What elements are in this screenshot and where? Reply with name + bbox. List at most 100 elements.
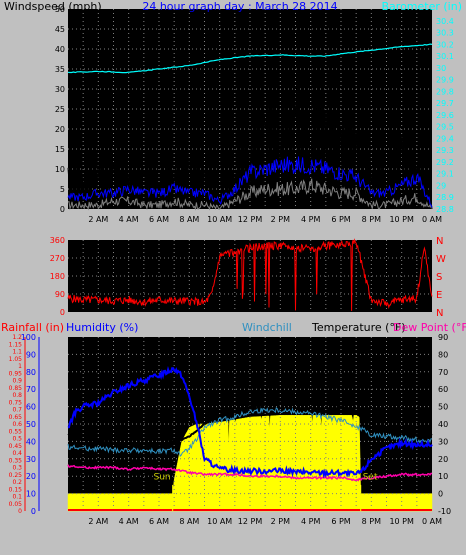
rainfall-tick-label: 0.9	[12, 378, 22, 385]
windspeed-tick-label: 40	[55, 45, 65, 54]
x-tick-label: 10 PM	[389, 215, 414, 224]
direction-compass-tick-label: S	[436, 272, 442, 283]
temperature-tick-label: 40	[438, 420, 448, 429]
x-tick-label: 12 PM	[238, 215, 263, 224]
chart-title: 24 hour graph day : March 28 2014	[142, 0, 337, 13]
windchill-axis-label: Windchill	[242, 321, 292, 334]
temperature-tick-label: 30	[438, 437, 448, 446]
direction-compass-tick-label: E	[436, 290, 442, 301]
rainfall-tick-label: 0.85	[9, 385, 23, 392]
barometer-tick-label: 28.9	[436, 193, 454, 202]
barometer-tick-label: 30.2	[436, 40, 454, 49]
rainfall-axis-label: Rainfall (in)	[1, 321, 64, 334]
x-tick-label: 2 PM	[271, 215, 290, 224]
x-tick-label: 10 AM	[207, 517, 232, 526]
rainfall-tick-label: 1	[18, 363, 22, 370]
humidity-tick-label: 20	[26, 472, 36, 481]
temperature-panel: 00.050.10.150.20.250.30.350.40.450.50.55…	[1, 321, 466, 526]
rainfall-tick-label: 1.15	[9, 341, 23, 348]
temperature-tick-label: -10	[438, 507, 451, 516]
x-tick-label: 6 PM	[331, 215, 350, 224]
x-tick-label: 0 AM	[422, 517, 442, 526]
barometer-tick-label: 28.8	[436, 205, 454, 214]
rainfall-tick-label: 0.3	[12, 465, 22, 472]
temperature-tick-label: 0	[438, 490, 443, 499]
barometer-tick-label: 29.1	[436, 170, 454, 179]
rainfall-tick-label: 0.55	[9, 428, 23, 435]
humidity-tick-label: 10	[26, 490, 36, 499]
barometer-tick-label: 29.4	[436, 134, 454, 143]
direction-degree-tick-labels: 0 90 180 270 360	[50, 236, 65, 317]
barometer-tick-label: 29.2	[436, 158, 454, 167]
windspeed-tick-labels: 0 5 10 15 20 25 30 35 40 45 50	[55, 5, 65, 214]
temperature-gridlines	[68, 337, 432, 511]
x-tick-label: 6 AM	[149, 215, 169, 224]
humidity-tick-label: 50	[26, 420, 36, 429]
rainfall-tick-label: 0.35	[9, 457, 23, 464]
direction-degree-tick-label: 180	[50, 272, 65, 281]
x-tick-label: 4 PM	[301, 517, 320, 526]
rainfall-tick-label: 0.8	[12, 392, 22, 399]
x-tick-label: 4 AM	[119, 517, 139, 526]
direction-compass-tick-label: N	[436, 308, 443, 319]
barometer-tick-label: 30.4	[436, 17, 454, 26]
wind-lull-line	[67, 178, 433, 211]
rainfall-tick-label: 0.5	[12, 436, 22, 443]
x-tick-label: 0 AM	[422, 215, 442, 224]
x-tick-label: 4 AM	[119, 215, 139, 224]
barometer-tick-label: 29.8	[436, 87, 454, 96]
humidity-tick-label: 40	[26, 437, 36, 446]
temperature-tick-label: 10	[438, 472, 448, 481]
temperature-tick-labels: -10 0 10 20 30 40 50 60 70 80 90	[438, 333, 451, 516]
windspeed-axis-label: Windspeed (mph)	[4, 0, 102, 13]
wind-series	[67, 43, 433, 211]
windspeed-tick-label: 15	[55, 145, 65, 154]
temperature-tick-label: 80	[438, 350, 448, 359]
temperature-tick-label: 60	[438, 385, 448, 394]
humidity-tick-label: 90	[26, 350, 36, 359]
temperature-tick-label: 50	[438, 403, 448, 412]
rainfall-tick-label: 1.2	[12, 334, 22, 341]
barometer-tick-label: 29.6	[436, 111, 454, 120]
temperature-tick-label: 20	[438, 455, 448, 464]
windspeed-tick-label: 20	[55, 125, 65, 134]
x-tick-label: 8 PM	[362, 215, 381, 224]
humidity-tick-label: 100	[21, 333, 36, 342]
x-tick-label: 2 AM	[88, 215, 108, 224]
direction-degree-tick-label: 90	[55, 290, 65, 299]
rainfall-tick-label: 0.65	[9, 414, 23, 421]
barometer-tick-label: 30.3	[436, 29, 454, 38]
rainfall-tick-label: 0.15	[9, 486, 23, 493]
direction-series	[67, 238, 433, 311]
humidity-tick-label: 0	[31, 507, 36, 516]
direction-degree-tick-label: 0	[60, 308, 65, 317]
direction-compass-tick-label: N	[436, 236, 443, 247]
dew-point-axis-label: Dew Point (°F)	[393, 321, 466, 334]
x-tick-label: 4 PM	[301, 215, 320, 224]
x-tick-label: 8 AM	[179, 215, 199, 224]
x-tick-label: 6 PM	[331, 517, 350, 526]
humidity-axis-label: Humidity (%)	[66, 321, 138, 334]
temperature-line	[67, 399, 433, 447]
rainfall-tick-label: 0.05	[9, 501, 23, 508]
rainfall-tick-label: 0	[18, 508, 22, 515]
direction-compass-tick-label: W	[436, 254, 446, 265]
rainfall-tick-label: 0.1	[12, 494, 22, 501]
x-tick-label: 10 PM	[389, 517, 414, 526]
rainfall-tick-label: 0.25	[9, 472, 23, 479]
rainfall-tick-label: 0.95	[9, 370, 23, 377]
barometer-line	[67, 43, 433, 74]
barometer-tick-label: 30.1	[436, 52, 454, 61]
x-tick-label: 2 PM	[271, 517, 290, 526]
rainfall-tick-label: 1.1	[12, 349, 22, 356]
windspeed-tick-label: 25	[55, 105, 65, 114]
x-tick-label: 8 PM	[362, 517, 381, 526]
humidity-tick-label: 70	[26, 385, 36, 394]
x-tick-label: 2 AM	[88, 517, 108, 526]
sunrise-label: Sun	[154, 473, 171, 483]
barometer-tick-label: 29.7	[436, 99, 454, 108]
